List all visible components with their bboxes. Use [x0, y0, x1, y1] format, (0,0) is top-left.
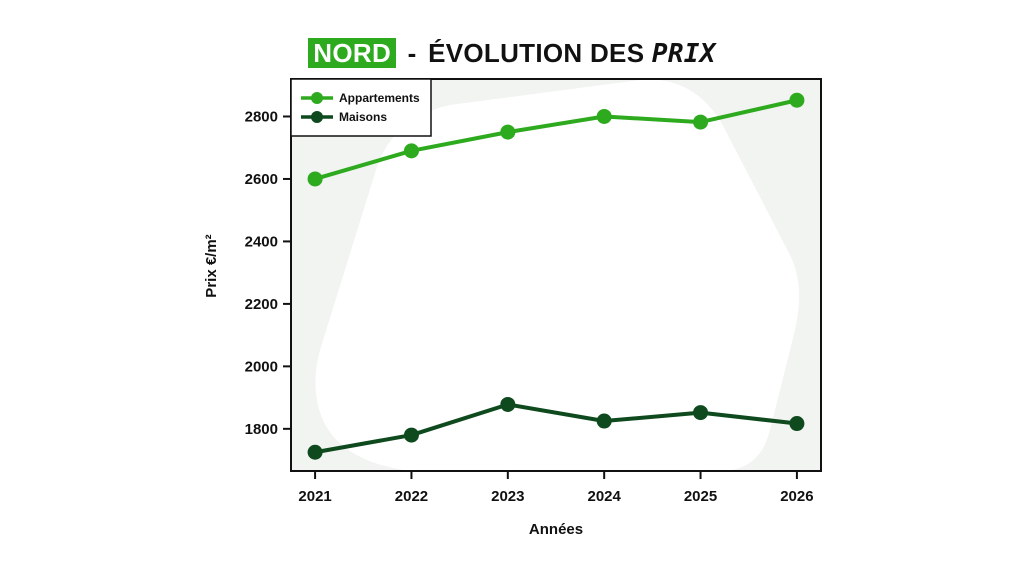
x-tick-label: 2022 — [395, 488, 428, 505]
data-point-appartements — [596, 108, 612, 124]
series-appartements — [307, 92, 805, 187]
title-separator: - — [407, 38, 417, 68]
y-tick-label: 2600 — [245, 171, 278, 188]
x-tick-label: 2023 — [491, 488, 524, 505]
data-point-appartements — [403, 143, 419, 159]
data-point-appartements — [307, 171, 323, 187]
x-tick-label: 2024 — [587, 488, 621, 505]
y-tick-label: 1800 — [245, 421, 278, 438]
y-tick-label: 2400 — [245, 233, 278, 250]
series-line-maisons — [314, 402, 798, 455]
data-point-maisons — [789, 416, 805, 432]
legend-marker-appartements — [311, 92, 323, 104]
legend-marker-maisons — [311, 111, 323, 123]
series-layer — [307, 92, 805, 460]
data-point-maisons — [693, 405, 709, 421]
title-main: ÉVOLUTION DES — [428, 38, 645, 68]
data-point-appartements — [500, 124, 516, 140]
data-point-maisons — [403, 427, 419, 443]
data-point-maisons — [500, 396, 516, 412]
x-tick-label: 2021 — [298, 488, 331, 505]
legend: Appartements Maisons — [290, 78, 432, 137]
plot-frame — [290, 78, 822, 472]
title-badge: NORD — [308, 38, 397, 68]
data-point-appartements — [693, 114, 709, 130]
series-line-appartements — [314, 98, 798, 181]
axes: 2021 2022 2023 2024 2025 2026 1800 2000 2200 2400… — [245, 108, 814, 505]
x-tick-label: 2026 — [780, 488, 813, 505]
x-axis-label: Années — [529, 521, 583, 538]
y-tick-label: 2800 — [245, 108, 278, 125]
x-tick-label: 2025 — [684, 488, 717, 505]
y-axis-label: Prix €/m² — [203, 234, 220, 297]
legend-label-appartements: Appartements — [339, 91, 420, 105]
y-tick-label: 2200 — [245, 296, 278, 313]
y-tick-label: 2000 — [245, 358, 278, 375]
chart-title: NORD - ÉVOLUTION DES PRIX — [0, 38, 1024, 69]
legend-label-maisons: Maisons — [339, 110, 387, 124]
data-point-maisons — [307, 444, 323, 460]
legend-box — [290, 78, 432, 137]
title-handwritten: PRIX — [651, 39, 716, 69]
series-maisons — [307, 396, 805, 460]
data-point-maisons — [596, 413, 612, 429]
data-point-appartements — [789, 92, 805, 108]
